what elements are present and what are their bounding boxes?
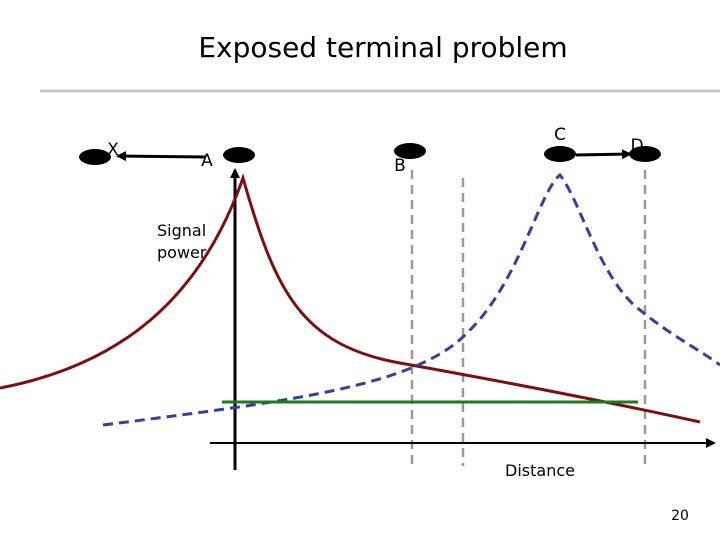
- node-a: [223, 147, 255, 163]
- arrow-c-d: [575, 149, 632, 160]
- node-d: [629, 146, 661, 162]
- x-axis-label: Distance: [505, 461, 575, 480]
- page-number: 20: [671, 508, 689, 524]
- node-label: D: [630, 136, 643, 156]
- arrow-a-x: [116, 151, 206, 162]
- y-axis-label: power: [157, 243, 207, 262]
- node-x: [79, 149, 111, 165]
- signal-curve-c: [102, 172, 720, 427]
- node-label: X: [107, 140, 119, 160]
- node-label: C: [554, 125, 566, 145]
- node-label: A: [201, 151, 213, 171]
- node-c: [544, 146, 576, 162]
- y-axis-label: Signal: [157, 221, 206, 240]
- signal-curve-a: [0, 173, 701, 424]
- slide-title: Exposed terminal problem: [198, 31, 567, 64]
- node-label: B: [394, 156, 406, 176]
- node-b: [394, 143, 426, 159]
